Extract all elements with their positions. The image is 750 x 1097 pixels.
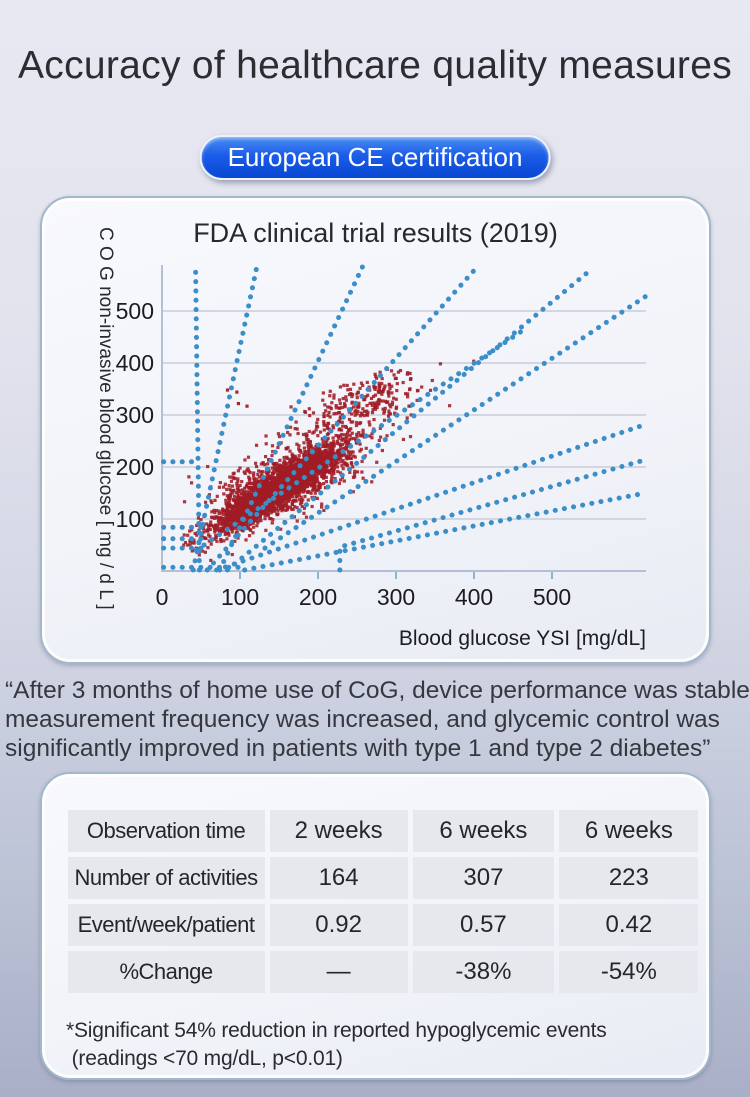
chart-area: C O G non-invasive blood glucose [ mg / … (42, 227, 709, 663)
table-cell: 6 weeks (559, 810, 699, 852)
table-footnote: *Significant 54% reduction in reported h… (66, 1019, 607, 1070)
page-title: Accuracy of healthcare quality measures (17, 44, 733, 87)
svg-text:200: 200 (116, 454, 154, 480)
table-row-label: Event/week/patient (67, 904, 265, 946)
results-table: Observation time 2 weeks 6 weeks 6 weeks… (67, 810, 699, 993)
svg-text:300: 300 (116, 402, 154, 428)
chart-card: FDA clinical trial results (2019) C O G … (40, 196, 711, 664)
results-card: Observation time 2 weeks 6 weeks 6 weeks… (40, 772, 711, 1080)
table-cell: 0.57 (412, 904, 555, 946)
chart-title: FDA clinical trial results (2019) (193, 218, 558, 248)
table-cell: 307 (412, 857, 555, 899)
table-cell: 223 (559, 857, 699, 899)
scatter-plot: 0 100 200 300 400 500 100 200 300 400 500 Blood glu… (116, 262, 649, 650)
svg-text:100: 100 (116, 506, 154, 532)
svg-text:300: 300 (377, 584, 415, 610)
table-cell: 0.92 (269, 904, 408, 946)
svg-text:400: 400 (116, 350, 154, 376)
table-cell: 6 weeks (412, 810, 555, 852)
table-row-label: %Change (67, 951, 265, 993)
table-cell: — (269, 951, 408, 993)
table-cell: -54% (559, 951, 699, 993)
svg-text:200: 200 (299, 584, 337, 610)
table-cell: 164 (269, 857, 408, 899)
quote-text: “After 3 months of home use of CoG, devi… (5, 677, 750, 762)
ce-certification-badge[interactable]: European CE certification (199, 135, 551, 180)
table-cell: -38% (412, 951, 555, 993)
svg-text:100: 100 (221, 584, 259, 610)
svg-text:400: 400 (455, 584, 493, 610)
y-axis-label: C O G non-invasive blood glucose [ mg / … (95, 227, 116, 610)
svg-text:Blood glucose YSI [mg/dL]: Blood glucose YSI [mg/dL] (399, 627, 646, 650)
table-cell: 2 weeks (269, 810, 408, 852)
svg-text:500: 500 (533, 584, 571, 610)
table-row-label: Number of activities (67, 857, 265, 899)
svg-text:0: 0 (156, 584, 169, 610)
table-cell: 0.42 (559, 904, 699, 946)
table-row-label: Observation time (67, 810, 265, 852)
svg-text:500: 500 (116, 298, 154, 324)
